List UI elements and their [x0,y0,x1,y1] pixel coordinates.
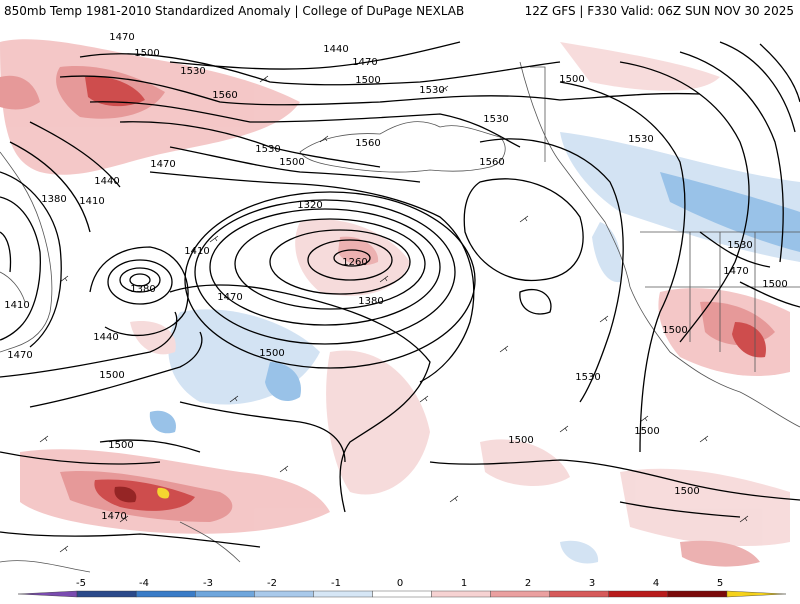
map-title: 850mb Temp 1981-2010 Standardized Anomal… [4,4,465,18]
colorbar-segment [17,590,78,598]
contour-label: 1500 [355,75,380,86]
header: 850mb Temp 1981-2010 Standardized Anomal… [0,0,800,22]
contour-1500-southeast [619,501,741,518]
contour-label: 1410 [184,246,209,257]
contour-1470-central [169,284,431,513]
colorbar-tick: 5 [717,578,723,589]
contour-1470-south [0,531,261,548]
colorbar-segment [254,590,314,598]
contour-1530-east [479,138,624,403]
colorbar-segment [667,590,728,598]
contour-1500-west [29,331,203,408]
model-run-info: 12Z GFS | F330 Valid: 06Z SUN NOV 30 202… [524,4,794,18]
colorbar-segment [431,590,491,598]
north-america-coast [519,61,800,428]
contour-label: 1380 [130,284,155,295]
colorbar-legend: -5 -4 -3 -2 -1 0 1 2 3 4 5 [0,575,800,600]
contour-label: 1530 [180,66,205,77]
colorbar-tick: -4 [139,578,149,589]
contour-label: 1410 [79,196,104,207]
contour-label: 1500 [259,348,284,359]
contour-label: 1500 [559,74,584,85]
contour-label: 1500 [662,325,687,336]
contour-1500-east [559,81,686,453]
colorbar-segment [372,590,432,598]
low-west-1380 [129,273,151,287]
high-1560-east [463,178,584,282]
anomaly-map: 1470 1500 1440 1470 1500 1530 1560 1530 … [0,22,800,575]
contour-label: 1530 [575,372,600,383]
contour-label: 1500 [508,435,533,446]
anomaly-shading [0,39,800,567]
contour-label: 1470 [217,292,242,303]
contour-label: 1500 [108,440,133,451]
contour-label: 1530 [255,144,280,155]
contour-labels: 1470 1500 1440 1470 1500 1530 1560 1530 … [4,32,787,522]
colorbar-segment [313,590,373,598]
contour-1560-north [119,121,381,168]
contour-label: 1500 [134,48,159,59]
contour-label: 1500 [99,370,124,381]
contour-label: 1530 [628,134,653,145]
contour-label: 1440 [94,176,119,187]
max-anomaly-spot [157,487,170,499]
colorbar-tick: 1 [461,578,467,589]
contour-label: 1260 [342,257,367,268]
colorbar: -5 -4 -3 -2 -1 0 1 2 3 4 5 [17,578,787,598]
colorbar-tick: 0 [397,578,403,589]
contour-label: 1470 [101,511,126,522]
contour-label: 1470 [109,32,134,43]
contour-label: 1500 [674,486,699,497]
colorbar-segment [549,590,609,598]
contour-label: 1320 [297,200,322,211]
colorbar-tick: -5 [76,578,86,589]
contour-label: 1470 [352,57,377,68]
colorbar-segment [490,590,550,598]
colorbar-segments [17,590,787,598]
contour-1500-south [429,459,800,501]
colorbar-tick: -2 [267,578,277,589]
contour-1530-mid [169,146,421,183]
colorbar-segment [726,590,787,598]
height-contours [0,41,800,548]
contour-label: 1500 [634,426,659,437]
wind-barbs [39,75,749,553]
contour-label: 1560 [479,157,504,168]
alaska-coast [299,121,506,173]
contour-1470-east [619,61,750,343]
colorbar-tick: 3 [589,578,595,589]
contour-1500-north [59,75,701,106]
contour-label: 1410 [4,300,29,311]
contour-label: 1530 [727,240,752,251]
contour-label: 1470 [7,350,32,361]
contour-label: 1560 [355,138,380,149]
contour-label: 1380 [358,296,383,307]
colorbar-segment [608,590,669,598]
colorbar-tick: 4 [653,578,659,589]
contour-1470-west [0,311,178,378]
colorbar-segment [135,590,196,598]
colorbar-segment [195,590,255,598]
warm-band-south [326,350,430,495]
contour-label: 1500 [762,279,787,290]
contour-label: 1530 [483,114,508,125]
colorbar-tick: -1 [331,578,341,589]
contour-label: 1560 [212,90,237,101]
low-center-1260 [333,249,371,267]
contour-label: 1440 [323,44,348,55]
contour-1500-mid [149,171,475,383]
contour-1530-north [89,101,521,148]
contour-label: 1530 [419,85,444,96]
contour-label: 1380 [41,194,66,205]
contour-1500-southwest [0,451,161,465]
warm-anomaly-nw-peak [85,76,145,107]
contour-label: 1500 [279,157,304,168]
colorbar-segment [76,590,137,598]
contour-1470-north [79,53,561,86]
contour-label: 1440 [93,332,118,343]
contour-label: 1470 [723,266,748,277]
contour-label: 1470 [150,159,175,170]
colorbar-tick: 2 [525,578,531,589]
colorbar-tick: -3 [203,578,213,589]
